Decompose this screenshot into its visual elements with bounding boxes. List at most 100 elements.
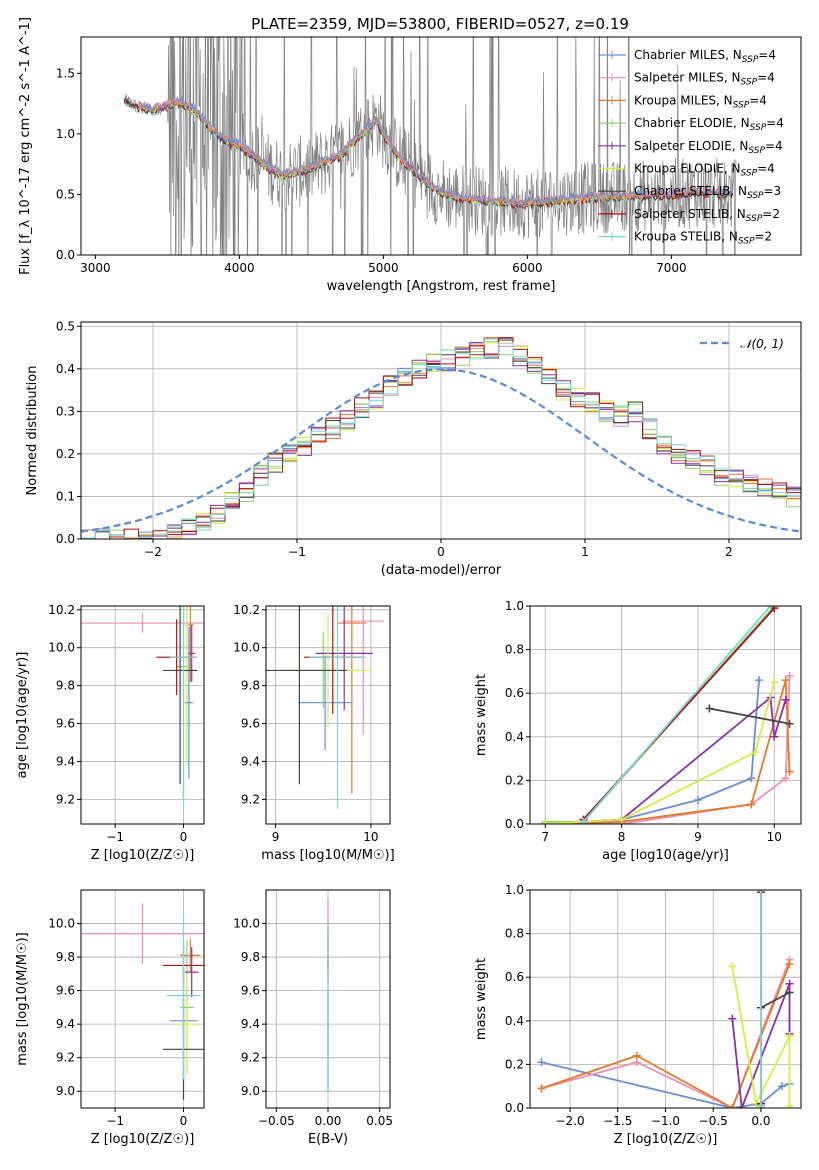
x-tick-label: −1.0 — [651, 1114, 680, 1128]
y-axis-label: mass weight — [474, 674, 489, 756]
model-spectrum-line — [138, 94, 733, 206]
weight-point-marker — [785, 979, 794, 988]
x-tick-label: 10 — [767, 830, 782, 844]
y-tick-label: 9.6 — [56, 717, 75, 731]
y-tick-label: 9.2 — [56, 792, 75, 806]
legend-label: Chabrier STELIB, NSSP=3 — [634, 184, 781, 201]
y-tick-label: 0.2 — [505, 773, 524, 787]
weight-series-line — [731, 983, 791, 1108]
x-tick-label: 1 — [581, 545, 589, 559]
axes-frame — [80, 889, 205, 1109]
weight-point-marker — [737, 1104, 746, 1108]
weight-point-marker — [728, 962, 737, 971]
y-tick-label: 10.0 — [48, 917, 75, 931]
y-tick-label: 1.0 — [505, 883, 524, 897]
spectrum-legend: Chabrier MILES, NSSP=4 Salpeter MILES, NS… — [598, 48, 784, 247]
x-tick-label: −1 — [288, 545, 306, 559]
y-axis-label: mass [log10(M/M☉)] — [15, 932, 30, 1065]
figure-title: PLATE=2359, MJD=53800, FIBERID=0527, z=0… — [251, 15, 629, 33]
weight-point-marker — [705, 704, 714, 713]
x-tick-label: −2 — [144, 545, 162, 559]
y-tick-label: 0.8 — [505, 643, 524, 657]
y-tick-label: 9.6 — [56, 984, 75, 998]
x-tick-label: 4000 — [224, 261, 255, 275]
weight-point-marker — [747, 800, 756, 809]
x-tick-label: 0 — [437, 545, 445, 559]
x-tick-label: 7 — [541, 830, 549, 844]
weight-point-marker — [781, 695, 790, 704]
weight-point-marker — [770, 678, 779, 687]
spectrum-data-line — [123, 37, 737, 255]
y-tick-label: 9.4 — [241, 1017, 260, 1031]
y-tick-label: 9.8 — [56, 950, 75, 964]
x-tick-label: 2 — [725, 545, 733, 559]
legend-label: Salpeter MILES, NSSP=4 — [634, 71, 775, 88]
y-tick-label: 0.5 — [56, 187, 75, 201]
y-axis-label: Flux [f_λ 10^-17 erg cm^-2 s^-1 A^-1] — [18, 17, 33, 275]
y-axis-label: age [log10(age/yr)] — [15, 652, 30, 779]
panel-spectrum: Chabrier MILES, NSSP=4 Salpeter MILES, NS… — [18, 17, 802, 294]
weight-point-marker — [728, 1104, 737, 1108]
legend-label: Kroupa ELODIE, NSSP=4 — [634, 162, 775, 179]
y-tick-label: 0.0 — [505, 1101, 524, 1115]
y-tick-label: 1.0 — [56, 127, 75, 141]
y-tick-label: 10.0 — [48, 641, 75, 655]
y-tick-label: 9.2 — [241, 1051, 260, 1065]
weight-point-marker — [781, 676, 790, 685]
y-tick-label: 9.2 — [56, 1051, 75, 1065]
weight-point-marker — [751, 748, 760, 757]
y-tick-label: 0.0 — [505, 817, 524, 831]
weight-point-marker — [755, 676, 764, 685]
y-tick-label: 0.3 — [56, 404, 75, 418]
y-tick-label: 0.2 — [505, 1057, 524, 1071]
panel-z-mass: −1 0 9.0 9.2 9.4 9.6 9.8 10.0 Z [log10(Z/Z☉)] mas… — [15, 889, 205, 1147]
y-axis-label: Normed distribution — [25, 366, 40, 496]
y-tick-label: 0.2 — [56, 447, 75, 461]
y-tick-label: 0.5 — [56, 319, 75, 333]
weight-point-marker — [785, 1101, 794, 1108]
weight-point-marker — [617, 815, 626, 824]
y-tick-label: 0.0 — [56, 248, 75, 262]
weight-series-line — [582, 606, 772, 823]
y-tick-label: 9.6 — [241, 717, 260, 731]
weight-point-marker — [537, 1058, 546, 1067]
y-tick-label: 9.4 — [241, 754, 260, 768]
weight-point-marker — [770, 732, 779, 741]
y-tick-label: 9.0 — [56, 1084, 75, 1098]
weight-point-marker — [693, 796, 702, 805]
weight-point-marker — [632, 1051, 641, 1060]
normal-legend-label: 𝒩(0, 1) — [740, 337, 784, 351]
weight-point-marker — [756, 890, 765, 894]
y-tick-label: 9.4 — [56, 754, 75, 768]
x-axis-label: E(B-V) — [308, 1132, 348, 1147]
legend-label: Salpeter ELODIE, NSSP=4 — [634, 139, 783, 156]
weight-point-marker — [785, 671, 794, 680]
x-axis-label: Z [log10(Z/Z☉)] — [91, 1132, 195, 1147]
y-tick-label: 10.2 — [48, 603, 75, 617]
panel-z-weight: −2.0 −1.5 −1.0 −0.5 0.0 0.0 0.2 0.4 0.6 0.8 1.0 Z [… — [474, 883, 802, 1147]
weight-point-marker — [766, 606, 775, 610]
y-tick-label: 0.4 — [505, 1014, 524, 1028]
x-axis-label: mass [log10(M/M☉)] — [261, 848, 394, 863]
x-axis-label: Z [log10(Z/Z☉)] — [91, 848, 195, 863]
weight-point-marker — [785, 1032, 794, 1041]
y-tick-label: 10.2 — [233, 603, 260, 617]
legend-label: Salpeter STELIB, NSSP=2 — [634, 207, 780, 224]
axes-frame — [265, 605, 391, 825]
y-tick-label: 9.8 — [241, 950, 260, 964]
x-tick-label: −1 — [106, 1114, 124, 1128]
weight-series-line — [709, 707, 790, 725]
panel-residuals: 𝒩(0, 1) −2 −1 0 1 2 0.0 0.1 0.2 0.3 0.4 0.5 (data-mo… — [25, 319, 802, 578]
weight-point-marker — [770, 606, 779, 613]
x-tick-label: 3000 — [80, 261, 111, 275]
weight-point-marker — [728, 1014, 737, 1023]
y-tick-label: 9.8 — [241, 679, 260, 693]
x-tick-label: −1 — [106, 830, 124, 844]
weight-point-marker — [785, 719, 794, 728]
x-tick-label: 9 — [272, 830, 280, 844]
residual-histogram-step — [81, 342, 801, 539]
weight-point-marker — [785, 960, 794, 969]
x-tick-label: 8 — [618, 830, 626, 844]
panel-mass-age: 9 10 9.2 9.4 9.6 9.8 10.0 10.2 mass [log10(M/M☉)… — [233, 603, 394, 863]
